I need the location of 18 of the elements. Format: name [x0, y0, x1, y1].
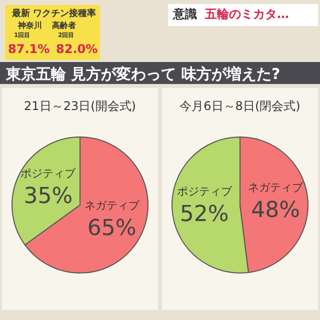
text: 神奈川	[17, 21, 42, 30]
text: 東京五輪 見方が変わって 味方が増えた?	[5, 65, 280, 83]
text: 高齢者	[52, 20, 76, 30]
data-label: 52%	[180, 202, 229, 228]
data-label: 65%	[87, 216, 136, 242]
slice-label: ポジティブ	[176, 185, 233, 198]
chart-title: 21日～23日(開会式)	[24, 99, 136, 113]
slice-label: ポジティブ	[20, 166, 77, 180]
slice-label: ネガティブ	[248, 180, 304, 194]
text: 87.1%	[8, 42, 50, 56]
data-label: 48%	[251, 198, 300, 223]
text: 意識	[172, 7, 197, 21]
slice-label: ネガティブ	[84, 199, 140, 212]
chart-title: 今月6日～8日(閉会式)	[180, 99, 300, 113]
text: 82.0%	[56, 42, 98, 56]
text: 最新 ワクチン接種率	[11, 8, 96, 19]
data-label: 35%	[24, 184, 73, 209]
text: 五輪のミカタ…	[204, 7, 289, 21]
